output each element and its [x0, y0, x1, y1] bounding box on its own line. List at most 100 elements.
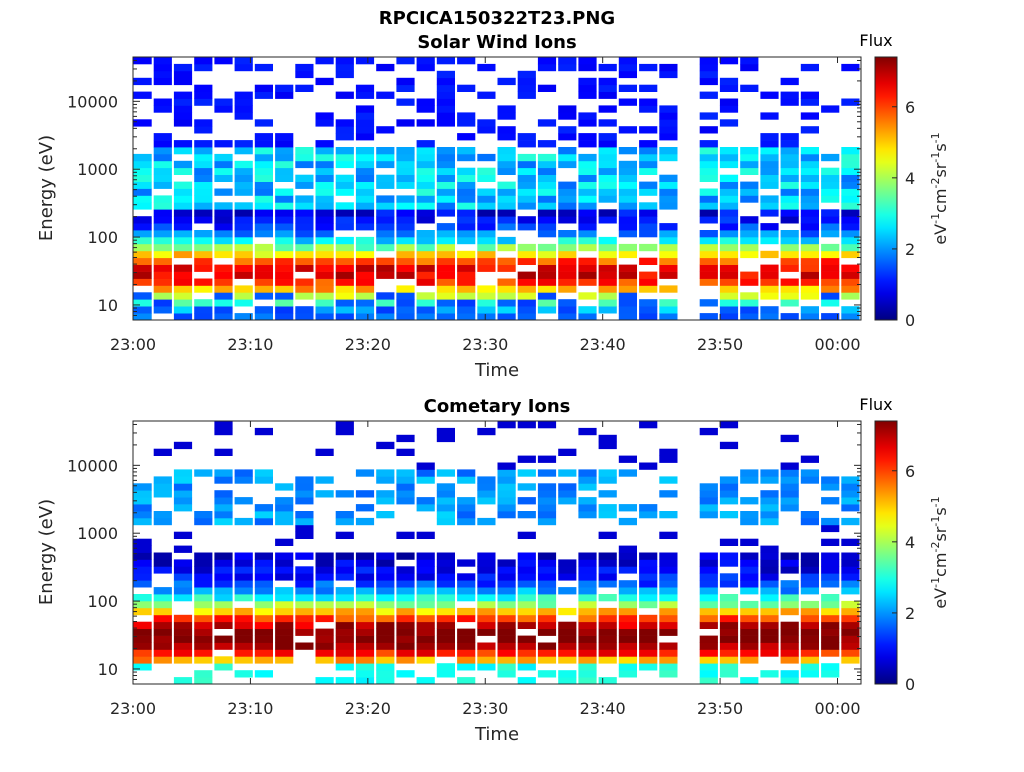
heatmap-cell — [254, 600, 273, 609]
heatmap-cell — [315, 566, 334, 574]
heatmap-cell — [800, 455, 819, 463]
heatmap-cell — [416, 677, 435, 685]
heatmap-cell — [194, 195, 213, 203]
heatmap-cell — [295, 594, 314, 602]
heatmap-cell — [618, 545, 637, 553]
heatmap-cell — [719, 278, 739, 286]
heatmap-cell — [234, 656, 253, 664]
heatmap-cell — [841, 614, 860, 623]
heatmap-cell — [517, 497, 536, 505]
heatmap-cell — [558, 299, 577, 307]
heatmap-cell — [537, 223, 557, 231]
heatmap-cell — [436, 202, 455, 210]
heatmap-cell — [477, 483, 496, 491]
heatmap-cell — [477, 559, 496, 567]
heatmap-cell — [800, 223, 819, 231]
heatmap-cell — [517, 594, 536, 602]
heatmap-cell — [740, 614, 759, 623]
heatmap-cell — [699, 663, 718, 671]
heatmap-cell — [517, 649, 536, 657]
heatmap-cell — [194, 126, 213, 134]
heatmap-cell — [436, 566, 455, 574]
heatmap-cell — [234, 670, 253, 678]
panel-solar-wind: Solar Wind Ions 23:00 23:10 23:20 23:30 23:4… — [36, 31, 950, 381]
heatmap-cell — [416, 621, 435, 629]
heatmap-cell — [639, 271, 658, 279]
heatmap-cell — [598, 614, 617, 623]
heatmap-cell — [477, 580, 496, 588]
heatmap-cell — [780, 91, 799, 99]
heatmap-cell — [821, 223, 840, 231]
heatmap-cell — [800, 63, 819, 72]
heatmap-cell — [517, 566, 536, 574]
heatmap-cell — [537, 202, 557, 210]
heatmap-cell — [760, 250, 779, 259]
heatmap-cell — [558, 264, 577, 272]
heatmap-cell — [194, 587, 213, 595]
heatmap-cell — [396, 181, 415, 189]
heatmap-cell — [133, 621, 152, 629]
heatmap-cell — [173, 614, 193, 623]
heatmap-cell — [436, 112, 455, 120]
heatmap-cell — [376, 566, 395, 574]
heatmap-cell — [254, 119, 273, 127]
heatmap-cell — [335, 421, 354, 429]
heatmap-cell — [335, 250, 354, 259]
heatmap-cell — [699, 614, 718, 623]
heatmap-cell — [173, 504, 193, 512]
heatmap-cell — [578, 427, 597, 436]
heatmap-cell — [133, 257, 152, 265]
heatmap-cell — [457, 230, 476, 238]
heatmap-cell — [659, 271, 678, 279]
heatmap-cell — [173, 656, 193, 664]
heatmap-cell — [719, 77, 739, 86]
heatmap-cell — [153, 181, 172, 189]
heatmap-cell — [194, 677, 213, 685]
heatmap-cell — [396, 621, 415, 629]
heatmap-cell — [699, 202, 718, 210]
heatmap-cell — [133, 656, 152, 664]
heatmap-cell — [719, 119, 739, 127]
heatmap-cell — [699, 504, 718, 512]
heatmap-cell — [194, 517, 213, 526]
heatmap-cell — [295, 517, 314, 526]
heatmap-cell — [780, 642, 799, 650]
heatmap-cell — [133, 490, 152, 498]
heatmap-cell — [396, 552, 415, 560]
heatmap-cell — [841, 223, 860, 231]
heatmap-cell — [659, 511, 678, 519]
heatmap-cell — [821, 566, 840, 574]
heatmap-cell — [578, 621, 597, 629]
heatmap-cell — [214, 188, 233, 196]
heatmap-cell — [436, 195, 455, 203]
heatmap-cell — [376, 677, 395, 685]
heatmap-cell — [780, 153, 799, 162]
heatmap-cell — [335, 663, 354, 671]
heatmap-cell — [497, 656, 516, 664]
heatmap-cell — [295, 243, 314, 252]
heatmap-cell — [275, 285, 294, 293]
x-tick-label: 23:00 — [110, 699, 156, 718]
heatmap-cell — [234, 607, 253, 616]
heatmap-cell — [578, 483, 597, 491]
heatmap-cell — [194, 628, 213, 636]
heatmap-cell — [537, 490, 557, 498]
heatmap-cell — [295, 257, 314, 265]
heatmap-cell — [719, 600, 739, 609]
heatmap-cell — [841, 573, 860, 581]
heatmap-cell — [416, 167, 435, 175]
x-tick-label: 00:00 — [814, 335, 860, 354]
heatmap-cell — [254, 167, 273, 175]
heatmap-cell — [719, 559, 739, 567]
heatmap-cell — [477, 607, 496, 616]
heatmap-cell — [719, 147, 739, 155]
heatmap-cell — [457, 84, 476, 92]
heatmap-cell — [173, 580, 193, 588]
heatmap-cell — [436, 188, 455, 196]
heatmap-cell — [275, 594, 294, 602]
heatmap-cell — [173, 490, 193, 498]
heatmap-cell — [295, 573, 314, 581]
heatmap-cell — [153, 230, 172, 238]
heatmap-cell — [497, 635, 516, 643]
heatmap-cell — [659, 580, 678, 588]
